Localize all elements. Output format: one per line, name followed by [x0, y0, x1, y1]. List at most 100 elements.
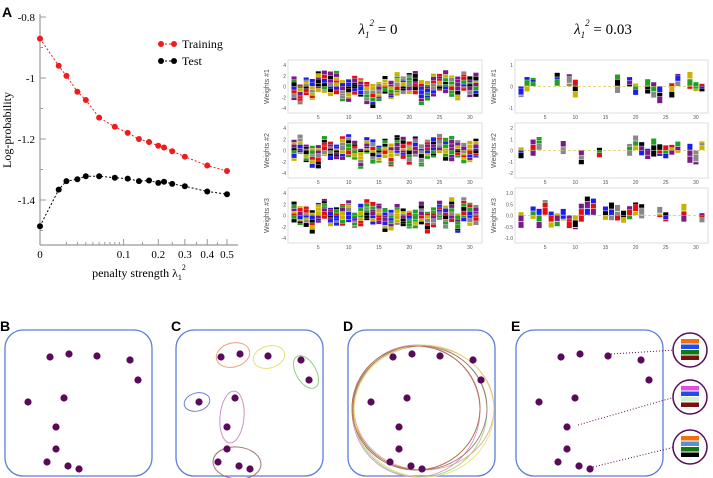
- logo-glyph: [461, 197, 467, 201]
- data-point-training: [146, 139, 153, 146]
- data-point-test: [63, 178, 70, 185]
- data-point-test: [74, 176, 81, 183]
- logo-glyph: [473, 86, 479, 91]
- logo-x-tick: 30: [693, 115, 699, 121]
- logo-glyph: [358, 215, 364, 218]
- logo-glyph: [473, 148, 479, 151]
- logo-glyph: [560, 141, 566, 147]
- node-dot: [52, 423, 60, 431]
- panel-label-a: A: [2, 4, 12, 20]
- logo-glyph: [578, 150, 584, 156]
- logo-glyph: [443, 219, 449, 222]
- logo-glyph: [473, 141, 479, 145]
- logo-glyph: [651, 145, 657, 150]
- logo-glyph: [608, 209, 615, 215]
- logo-x-tick: 20: [633, 245, 639, 251]
- logo-glyph: [291, 80, 297, 83]
- legend-test: Test: [158, 54, 202, 68]
- logo-glyph: [467, 222, 473, 226]
- logo-glyph: [291, 148, 297, 151]
- node-dot: [246, 465, 254, 473]
- logo-glyph: [461, 76, 467, 80]
- logo-glyph: [627, 210, 633, 215]
- logo-glyph: [461, 88, 467, 91]
- logo-panel: Weights #3 1.0 0.5 0.0 -0.5 -1.0 5 10 15 20 25 30: [491, 187, 709, 251]
- logo-glyph: [309, 160, 315, 164]
- weight-bar: [681, 391, 699, 396]
- logo-glyph: [687, 143, 693, 150]
- cluster-ellipse: [183, 392, 211, 412]
- logo-y-tick: 1.0: [506, 191, 513, 197]
- logo-glyph: [536, 221, 542, 229]
- data-point-test: [37, 223, 43, 230]
- logo-glyph: [370, 218, 376, 222]
- logo-glyph: [315, 215, 321, 219]
- logo-glyph: [394, 140, 400, 143]
- logo-glyph: [382, 79, 388, 83]
- logo-glyph: [449, 154, 455, 158]
- logo-glyph: [473, 213, 479, 216]
- logo-glyph: [437, 147, 443, 151]
- logo-glyph: [681, 211, 687, 216]
- y-tick-label: -0.8: [18, 12, 36, 24]
- logo-x-tick: 15: [376, 180, 382, 186]
- logo-glyph: [394, 92, 400, 96]
- logo-glyph: [309, 82, 315, 87]
- logo-glyph: [340, 211, 346, 216]
- logo-glyph: [467, 140, 473, 145]
- logo-glyph: [669, 147, 675, 151]
- logo-glyph: [321, 74, 327, 79]
- logo-glyph: [364, 97, 370, 101]
- logo-glyph: [524, 80, 530, 86]
- logo-glyph: [554, 77, 560, 79]
- logo-glyph: [449, 204, 455, 208]
- logo-glyph: [291, 215, 297, 219]
- logo-glyph: [382, 143, 388, 147]
- legend-training: Training: [158, 37, 223, 51]
- logo-glyph: [467, 157, 473, 161]
- logo-glyph: [455, 145, 461, 149]
- logo-x-tick: 10: [346, 115, 352, 121]
- logo-glyph: [309, 163, 315, 168]
- logo-glyph: [333, 215, 340, 218]
- logo-glyph: [627, 143, 633, 147]
- logo-glyph: [358, 148, 364, 151]
- logo-glyph: [663, 153, 669, 159]
- logo-glyph: [412, 86, 418, 91]
- logo-glyph: [303, 83, 309, 87]
- logo-glyph: [315, 218, 321, 221]
- logo-glyph: [437, 81, 443, 85]
- logo-x-tick: 25: [437, 115, 443, 121]
- ring-ellipse: [351, 345, 481, 471]
- logo-glyph: [346, 147, 352, 151]
- logo-glyph: [548, 222, 554, 228]
- logo-glyph: [327, 144, 333, 147]
- logo-glyph: [412, 138, 418, 140]
- logo-glyph: [449, 144, 455, 148]
- logo-glyph: [461, 217, 467, 222]
- logo-y-tick: 0: [510, 149, 513, 155]
- logo-glyph: [340, 80, 346, 83]
- logo-glyph: [358, 211, 364, 216]
- logo-glyph: [639, 150, 645, 156]
- logo-glyph: [699, 213, 705, 216]
- logo-glyph: [467, 204, 473, 208]
- logo-glyph: [364, 140, 370, 144]
- logo-glyph: [382, 140, 388, 144]
- logo-glyph: [461, 146, 467, 151]
- node-dot: [264, 352, 272, 360]
- logo-glyph: [315, 73, 321, 77]
- logo-glyph: [340, 95, 346, 99]
- logo-glyph: [473, 82, 479, 87]
- logo-glyph: [358, 90, 364, 95]
- logo-y-tick: -1.0: [504, 236, 513, 242]
- logo-y-tick: -0.5: [504, 225, 513, 231]
- logo-glyph: [675, 81, 681, 86]
- node-dot: [586, 465, 594, 473]
- logo-glyph: [406, 73, 412, 75]
- logo-glyph: [675, 146, 681, 151]
- logo-glyph: [651, 150, 657, 157]
- logo-glyph: [418, 211, 424, 216]
